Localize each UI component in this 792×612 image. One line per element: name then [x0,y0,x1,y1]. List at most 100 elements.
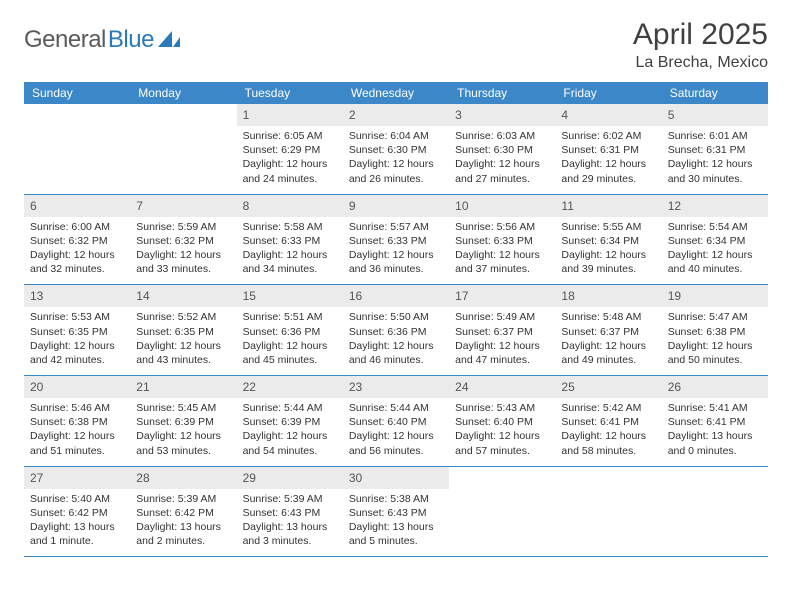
day-details: Sunrise: 5:47 AMSunset: 6:38 PMDaylight:… [668,310,762,367]
day-number-row: 6 [24,195,130,217]
day-number-row: 20 [24,376,130,398]
day-cell: 17Sunrise: 5:49 AMSunset: 6:37 PMDayligh… [449,285,555,375]
day-number: 6 [30,199,37,213]
day-number-row: 19 [662,285,768,307]
day-number-row: 24 [449,376,555,398]
day-details: Sunrise: 5:53 AMSunset: 6:35 PMDaylight:… [30,310,124,367]
day-number: 20 [30,380,43,394]
day-cell: 19 Sunrise: 5:47 AMSunset: 6:38 PMDayligh… [662,285,768,375]
day-details: Sunrise: 5:40 AMSunset: 6:42 PMDaylight:… [30,492,124,549]
day-details: Sunrise: 6:05 AMSunset: 6:29 PMDaylight:… [243,129,337,186]
day-number: 21 [136,380,149,394]
day-cell: 22Sunrise: 5:44 AMSunset: 6:39 PMDayligh… [237,376,343,466]
day-number: 24 [455,380,468,394]
week-row: 20 Sunrise: 5:46 AMSunset: 6:38 PMDayligh… [24,376,768,467]
day-cell: 4Sunrise: 6:02 AMSunset: 6:31 PMDaylight… [555,104,661,194]
day-number: 1 [243,108,250,122]
logo-text-2: Blue [108,26,154,54]
day-number-row: 5 [662,104,768,126]
day-cell: 16Sunrise: 5:50 AMSunset: 6:36 PMDayligh… [343,285,449,375]
month-title: April 2025 [633,18,768,52]
day-cell: 15Sunrise: 5:51 AMSunset: 6:36 PMDayligh… [237,285,343,375]
logo: GeneralBlue [24,18,180,54]
day-number-row: 11 [555,195,661,217]
day-cell: 25 Sunrise: 5:42 AMSunset: 6:41 PMDayligh… [555,376,661,466]
day-cell: 12Sunrise: 5:54 AMSunset: 6:34 PMDayligh… [662,195,768,285]
weekday-tuesday: Tuesday [237,82,343,104]
day-details: Sunrise: 5:52 AMSunset: 6:35 PMDaylight:… [136,310,230,367]
day-number-row: 23 [343,376,449,398]
day-cell: 14 Sunrise: 5:52 AMSunset: 6:35 PMDayligh… [130,285,236,375]
day-empty [24,104,130,194]
day-cell: 2Sunrise: 6:04 AMSunset: 6:30 PMDaylight… [343,104,449,194]
day-number: 10 [455,199,468,213]
day-number: 13 [30,289,43,303]
day-cell: 7 Sunrise: 5:59 AMSunset: 6:32 PMDaylight… [130,195,236,285]
day-cell: 5 Sunrise: 6:01 AMSunset: 6:31 PMDaylight… [662,104,768,194]
day-details: Sunrise: 5:42 AMSunset: 6:41 PMDaylight:… [561,401,655,458]
day-details: Sunrise: 5:56 AMSunset: 6:33 PMDaylight:… [455,220,549,277]
day-cell: 26Sunrise: 5:41 AMSunset: 6:41 PMDayligh… [662,376,768,466]
day-number-row: 27 [24,467,130,489]
day-details: Sunrise: 5:44 AMSunset: 6:40 PMDaylight:… [349,401,443,458]
day-details: Sunrise: 5:38 AMSunset: 6:43 PMDaylight:… [349,492,443,549]
day-number: 18 [561,289,574,303]
day-empty [662,467,768,557]
day-number: 3 [455,108,462,122]
day-number-row: 12 [662,195,768,217]
day-cell: 21Sunrise: 5:45 AMSunset: 6:39 PMDayligh… [130,376,236,466]
day-cell: 10 Sunrise: 5:56 AMSunset: 6:33 PMDayligh… [449,195,555,285]
weeks-grid: 1 Sunrise: 6:05 AMSunset: 6:29 PMDaylight… [24,104,768,557]
day-number: 22 [243,380,256,394]
day-cell: 1 Sunrise: 6:05 AMSunset: 6:29 PMDaylight… [237,104,343,194]
day-number: 15 [243,289,256,303]
title-block: April 2025 La Brecha, Mexico [633,18,768,72]
day-number-row: 26 [662,376,768,398]
day-number-row: 14 [130,285,236,307]
day-number-row: 10 [449,195,555,217]
day-details: Sunrise: 5:39 AMSunset: 6:43 PMDaylight:… [243,492,337,549]
day-details: Sunrise: 5:39 AMSunset: 6:42 PMDaylight:… [136,492,230,549]
day-cell: 3 Sunrise: 6:03 AMSunset: 6:30 PMDaylight… [449,104,555,194]
day-details: Sunrise: 5:43 AMSunset: 6:40 PMDaylight:… [455,401,549,458]
weekday-thursday: Thursday [449,82,555,104]
day-number: 30 [349,471,362,485]
day-cell: 30 Sunrise: 5:38 AMSunset: 6:43 PMDayligh… [343,467,449,557]
day-details: Sunrise: 5:59 AMSunset: 6:32 PMDaylight:… [136,220,230,277]
day-number: 28 [136,471,149,485]
day-cell: 20 Sunrise: 5:46 AMSunset: 6:38 PMDayligh… [24,376,130,466]
day-number: 7 [136,199,143,213]
weekday-monday: Monday [130,82,236,104]
day-number: 9 [349,199,356,213]
day-cell: 27 Sunrise: 5:40 AMSunset: 6:42 PMDayligh… [24,467,130,557]
day-details: Sunrise: 6:03 AMSunset: 6:30 PMDaylight:… [455,129,549,186]
day-cell: 8 Sunrise: 5:58 AMSunset: 6:33 PMDaylight… [237,195,343,285]
day-empty [130,104,236,194]
day-number: 4 [561,108,568,122]
day-number-row: 18 [555,285,661,307]
day-empty [555,467,661,557]
week-row: 6Sunrise: 6:00 AMSunset: 6:32 PMDaylight… [24,195,768,286]
day-details: Sunrise: 5:58 AMSunset: 6:33 PMDaylight:… [243,220,337,277]
weekday-saturday: Saturday [662,82,768,104]
day-number-row: 21 [130,376,236,398]
day-empty [449,467,555,557]
day-cell: 24 Sunrise: 5:43 AMSunset: 6:40 PMDayligh… [449,376,555,466]
day-number: 25 [561,380,574,394]
day-details: Sunrise: 5:46 AMSunset: 6:38 PMDaylight:… [30,401,124,458]
day-number: 17 [455,289,468,303]
logo-sail-icon [158,31,180,47]
day-number: 26 [668,380,681,394]
day-number-row: 1 [237,104,343,126]
day-number: 27 [30,471,43,485]
day-details: Sunrise: 6:04 AMSunset: 6:30 PMDaylight:… [349,129,443,186]
day-number-row: 4 [555,104,661,126]
weekday-header: SundayMondayTuesdayWednesdayThursdayFrid… [24,82,768,104]
day-number-row: 17 [449,285,555,307]
day-number-row: 30 [343,467,449,489]
day-details: Sunrise: 6:01 AMSunset: 6:31 PMDaylight:… [668,129,762,186]
day-cell: 28 Sunrise: 5:39 AMSunset: 6:42 PMDayligh… [130,467,236,557]
day-number: 8 [243,199,250,213]
day-cell: 13 Sunrise: 5:53 AMSunset: 6:35 PMDayligh… [24,285,130,375]
weekday-wednesday: Wednesday [343,82,449,104]
